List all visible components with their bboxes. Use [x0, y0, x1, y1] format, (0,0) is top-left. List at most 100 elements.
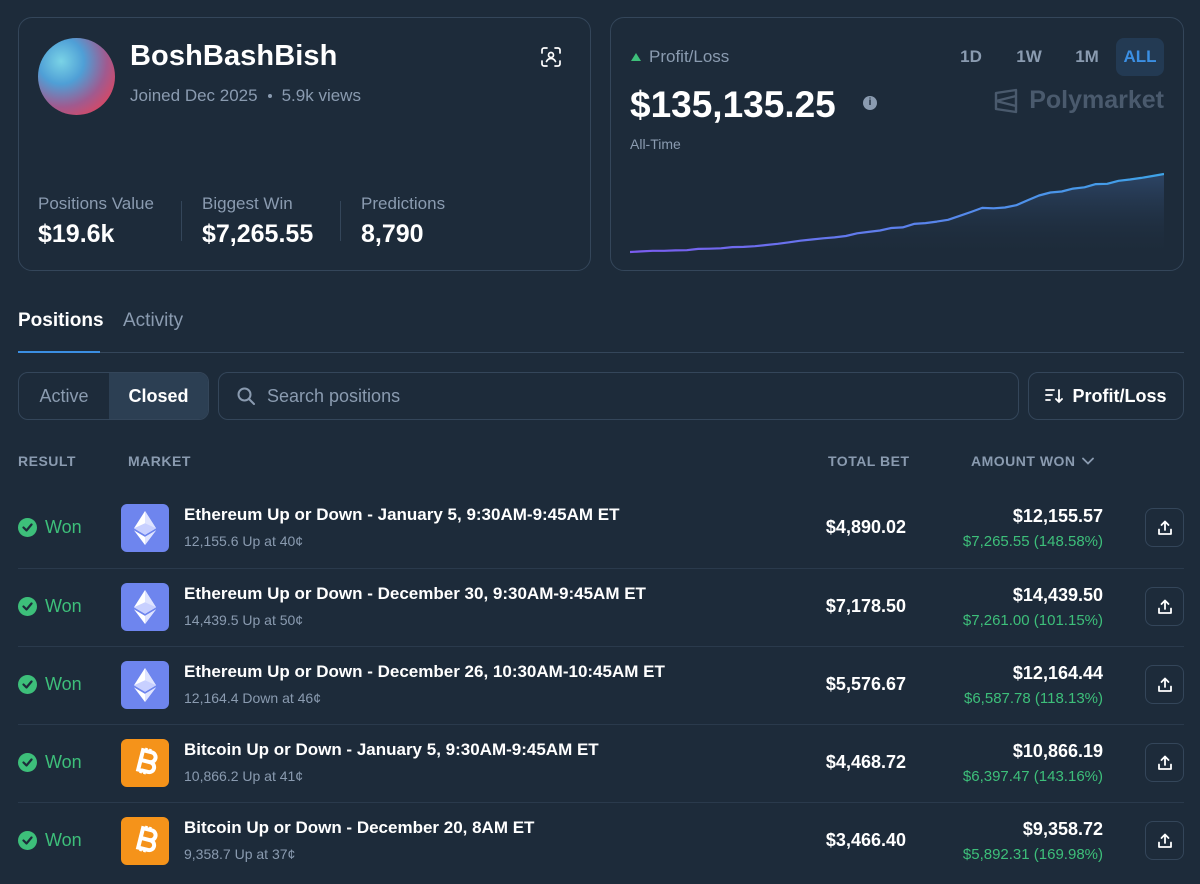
market-position: 12,164.4 Down at 46¢: [184, 690, 321, 706]
info-icon[interactable]: i: [863, 96, 877, 110]
joined-date: Joined Dec 2025: [130, 86, 258, 105]
result-label: Won: [45, 830, 82, 850]
stat-label: Biggest Win: [202, 194, 293, 213]
active-tab-indicator: [18, 351, 100, 353]
share-icon: [1157, 833, 1172, 848]
market-icon: [121, 817, 169, 865]
profit-amount: $5,892.31 (169.98%): [962, 846, 1103, 863]
result-label: Won: [45, 674, 82, 694]
total-bet: $4,890.02: [825, 517, 906, 537]
share-icon: [1157, 755, 1172, 770]
header-market: MARKET: [128, 453, 191, 469]
profit-amount: $6,397.47 (143.16%): [962, 768, 1103, 785]
result-badge: Won: [18, 674, 82, 695]
bitcoin-icon: [135, 825, 158, 853]
header-result: RESULT: [18, 453, 76, 469]
result-label: Won: [45, 517, 82, 537]
stat-value: $7,265.55: [202, 220, 314, 248]
pnl-card: Profit/Loss $135,135.25 i All-Time 1D 1W…: [610, 17, 1184, 271]
market-title[interactable]: Bitcoin Up or Down - December 20, 8AM ET: [184, 818, 535, 837]
result-badge: Won: [18, 752, 82, 773]
market-icon: [121, 661, 169, 709]
total-bet: $5,576.67: [825, 674, 906, 694]
share-button[interactable]: [1145, 587, 1184, 626]
chart-line: [630, 172, 1164, 254]
stat-label: Positions Value: [38, 194, 154, 213]
stat-divider: [340, 201, 341, 241]
stat-value: 8,790: [361, 220, 424, 248]
market-title[interactable]: Bitcoin Up or Down - January 5, 9:30AM-9…: [184, 740, 599, 759]
table-row[interactable]: Won Bitcoin Up or Down - January 5, 9:30A…: [18, 724, 1184, 802]
share-button[interactable]: [1145, 508, 1184, 547]
check-circle-icon: [18, 518, 37, 537]
range-tab-1w[interactable]: 1W: [1016, 47, 1042, 66]
stat-positions-value: Positions Value $19.6k: [38, 194, 154, 249]
share-button[interactable]: [1145, 821, 1184, 860]
sort-label: Profit/Loss: [1072, 385, 1167, 406]
table-row[interactable]: Won Bitcoin Up or Down - December 20, 8AM…: [18, 802, 1184, 880]
market-title[interactable]: Ethereum Up or Down - December 26, 10:30…: [184, 662, 665, 681]
market-icon: [121, 583, 169, 631]
total-bet: $4,468.72: [825, 752, 906, 772]
market-position: 9,358.7 Up at 37¢: [184, 846, 296, 862]
pnl-chart: [630, 172, 1164, 258]
stat-label: Predictions: [361, 194, 446, 213]
share-button[interactable]: [1145, 665, 1184, 704]
main-tabs: Positions Activity: [18, 296, 1184, 353]
view-count: 5.9k views: [281, 86, 361, 105]
sort-button[interactable]: Profit/Loss: [1028, 372, 1184, 420]
share-button[interactable]: [1145, 743, 1184, 782]
market-position: 10,866.2 Up at 41¢: [184, 768, 304, 784]
amount-won: $10,866.19: [1012, 741, 1103, 761]
market-title[interactable]: Ethereum Up or Down - January 5, 9:30AM-…: [184, 505, 620, 524]
result-label: Won: [45, 596, 82, 616]
table-row[interactable]: Won Ethereum Up or Down - December 26, 10…: [18, 646, 1184, 724]
share-icon: [1157, 520, 1172, 535]
status-toggle: Active Closed: [18, 372, 209, 420]
pnl-period-label: All-Time: [630, 136, 681, 152]
ethereum-icon: [134, 511, 156, 545]
avatar[interactable]: [38, 38, 115, 115]
market-position: 12,155.6 Up at 40¢: [184, 533, 304, 549]
search-input[interactable]: [267, 385, 987, 407]
market-title[interactable]: Ethereum Up or Down - December 30, 9:30A…: [184, 584, 646, 603]
amount-won: $9,358.72: [1022, 819, 1103, 839]
pnl-title-text: Profit/Loss: [649, 47, 730, 66]
scan-icon[interactable]: [540, 46, 562, 68]
pnl-value: $135,135.25: [630, 84, 836, 125]
tab-positions[interactable]: Positions: [18, 310, 104, 331]
stat-divider: [181, 201, 182, 241]
header-total-bet[interactable]: TOTAL BET: [828, 453, 910, 469]
range-tab-1d[interactable]: 1D: [960, 47, 982, 66]
table-row[interactable]: Won Ethereum Up or Down - January 5, 9:30…: [18, 490, 1184, 568]
profit-amount: $7,261.00 (101.15%): [962, 612, 1103, 629]
check-circle-icon: [18, 753, 37, 772]
check-circle-icon: [18, 675, 37, 694]
result-badge: Won: [18, 517, 82, 538]
result-badge: Won: [18, 596, 82, 617]
stat-value: $19.6k: [38, 220, 115, 248]
range-tabs: 1D 1W 1M ALL: [942, 38, 1164, 76]
active-filter-button[interactable]: Active: [39, 385, 89, 406]
bitcoin-icon: [135, 747, 158, 775]
search-icon: [237, 387, 255, 405]
total-bet: $3,466.40: [825, 830, 906, 850]
check-circle-icon: [18, 831, 37, 850]
header-amount-won-label: AMOUNT WON: [971, 453, 1076, 469]
amount-won: $12,155.57: [1012, 506, 1103, 526]
closed-filter-button[interactable]: Closed: [109, 373, 208, 419]
separator-dot: [267, 94, 272, 98]
stat-biggest-win: Biggest Win $7,265.55: [202, 194, 313, 249]
table-row[interactable]: Won Ethereum Up or Down - December 30, 9:…: [18, 568, 1184, 646]
result-label: Won: [45, 752, 82, 772]
share-icon: [1157, 677, 1172, 692]
range-tab-all[interactable]: ALL: [1116, 38, 1164, 76]
tab-activity[interactable]: Activity: [123, 310, 184, 331]
profit-amount: $7,265.55 (148.58%): [962, 533, 1103, 550]
header-amount-won[interactable]: AMOUNT WON: [971, 453, 1094, 469]
stat-predictions: Predictions 8,790: [361, 194, 445, 249]
brand-name: Polymarket: [1029, 86, 1164, 114]
amount-won: $12,164.44: [1012, 663, 1103, 683]
polymarket-logo: Polymarket: [993, 86, 1164, 115]
range-tab-1m[interactable]: 1M: [1075, 47, 1099, 66]
